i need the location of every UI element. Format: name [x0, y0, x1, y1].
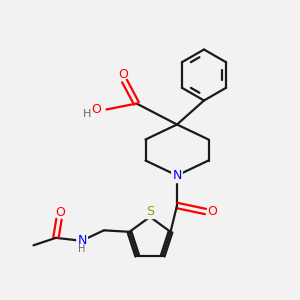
Text: O: O [118, 68, 128, 81]
Text: H: H [83, 109, 92, 119]
Text: O: O [91, 103, 101, 116]
Text: N: N [172, 169, 182, 182]
Text: S: S [146, 205, 154, 218]
Text: O: O [207, 205, 217, 218]
Text: N: N [77, 234, 87, 247]
Text: H: H [78, 244, 86, 254]
Text: O: O [56, 206, 65, 219]
